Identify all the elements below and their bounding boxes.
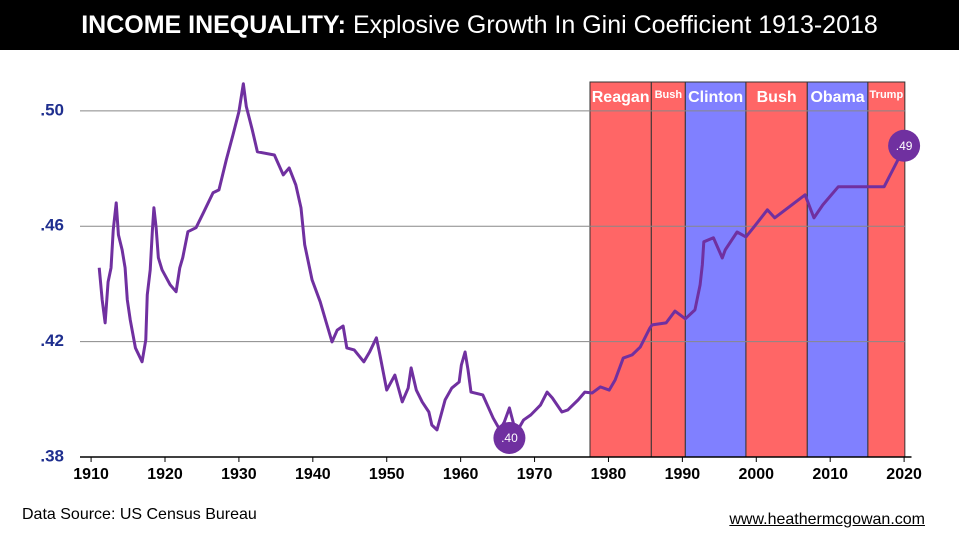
annotation-marker bbox=[888, 129, 921, 162]
region bbox=[650, 81, 686, 458]
x-tick-label: 2020 bbox=[886, 466, 922, 483]
x-tick-label: 1970 bbox=[517, 466, 553, 483]
x-tick-label: 1950 bbox=[369, 466, 405, 483]
region bbox=[745, 81, 808, 458]
region-label: Clinton bbox=[688, 89, 743, 106]
region-label: Obama bbox=[810, 89, 864, 106]
region bbox=[684, 81, 747, 458]
x-tick-label: 1940 bbox=[295, 466, 331, 483]
x-tick-label: 1990 bbox=[665, 466, 701, 483]
y-tick-label: .50 bbox=[40, 100, 64, 119]
x-tick-label: 1980 bbox=[591, 466, 627, 483]
region-label: Trump bbox=[870, 89, 904, 101]
x-tick-label: 1910 bbox=[73, 466, 109, 483]
annotation-label: .40 bbox=[501, 431, 518, 445]
x-tick-label: 1930 bbox=[221, 466, 257, 483]
y-tick-label: .42 bbox=[40, 331, 64, 350]
region-label: Bush bbox=[655, 89, 683, 101]
title-bold: INCOME INEQUALITY: bbox=[81, 11, 346, 39]
region-label: Bush bbox=[757, 89, 797, 106]
region-label: Reagan bbox=[592, 89, 650, 106]
x-tick-label: 1960 bbox=[443, 466, 479, 483]
annotation-marker bbox=[493, 421, 526, 454]
region bbox=[806, 81, 869, 458]
title: Explosive Growth In Gini Coefficient 191… bbox=[352, 11, 878, 39]
x-tick-label: 1920 bbox=[147, 466, 183, 483]
x-tick-label: 2010 bbox=[812, 466, 848, 483]
y-tick-label: .46 bbox=[40, 216, 64, 235]
website: www.heathermcgowan.com bbox=[729, 511, 925, 528]
region bbox=[589, 81, 652, 458]
title-bar: INCOME INEQUALITY: Explosive Growth In G… bbox=[0, 0, 959, 50]
annotation-label: .49 bbox=[896, 139, 913, 153]
gini-line bbox=[97, 82, 906, 432]
y-tick-label: .38 bbox=[40, 446, 64, 465]
source: Data Source: US Census Bureau bbox=[22, 506, 257, 523]
x-tick-label: 2000 bbox=[738, 466, 774, 483]
